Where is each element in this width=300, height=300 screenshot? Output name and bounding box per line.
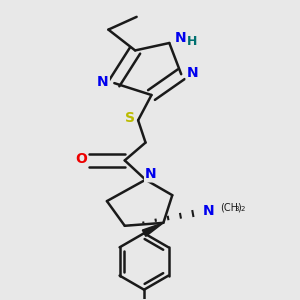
Text: N: N <box>97 75 109 88</box>
Text: ): ) <box>237 202 241 212</box>
Text: 2: 2 <box>240 206 244 212</box>
Text: O: O <box>75 152 87 166</box>
Text: S: S <box>125 111 135 125</box>
Text: 3: 3 <box>234 206 238 212</box>
Polygon shape <box>142 223 164 236</box>
Text: N: N <box>187 66 198 80</box>
Text: N: N <box>145 167 157 182</box>
Text: N: N <box>203 204 214 218</box>
Text: H: H <box>187 35 197 48</box>
Text: N: N <box>175 31 186 45</box>
Text: (CH: (CH <box>220 202 238 212</box>
